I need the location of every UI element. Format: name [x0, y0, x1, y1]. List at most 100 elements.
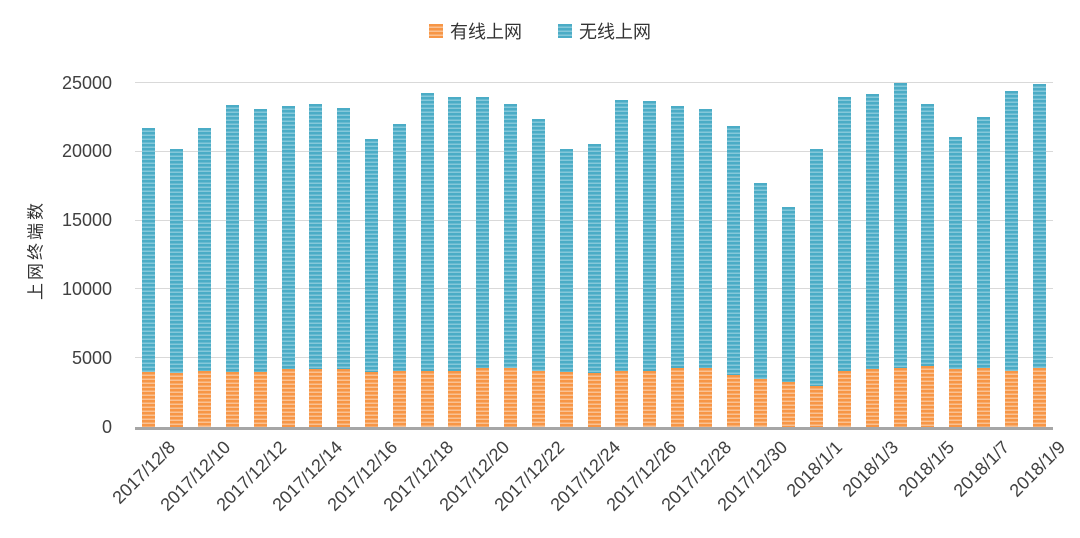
bar-2017/12/24 — [587, 83, 601, 427]
bar-segment-wireless — [281, 106, 295, 370]
bar-segment-wireless — [364, 139, 378, 372]
bar-2017/12/10 — [198, 83, 212, 427]
bar-2017/12/8 — [142, 83, 156, 427]
legend-marker-icon — [429, 24, 443, 38]
bar-segment-wired — [754, 378, 768, 427]
legend-label: 无线上网 — [579, 22, 651, 42]
bar-segment-wireless — [587, 143, 601, 374]
bar-segment-wired — [1032, 367, 1046, 427]
bar-segment-wired — [559, 371, 573, 427]
bar-segment-wired — [587, 373, 601, 427]
bar-2018/1/6 — [949, 83, 963, 427]
bar-segment-wired — [643, 370, 657, 427]
bar-segment-wired — [253, 371, 267, 427]
bar-2017/12/28 — [698, 83, 712, 427]
bar-2018/1/1 — [810, 83, 824, 427]
bar-segment-wireless — [476, 96, 490, 368]
bar-segment-wired — [281, 369, 295, 427]
y-tick-label: 10000 — [61, 278, 112, 299]
bar-2018/1/4 — [893, 83, 907, 427]
bar-2017/12/11 — [225, 83, 239, 427]
bar-segment-wireless — [337, 107, 351, 370]
legend-marker-icon — [558, 24, 572, 38]
bar-segment-wireless — [865, 94, 879, 370]
bar-2018/1/8 — [1004, 83, 1018, 427]
legend: 有线上网 无线上网 — [0, 18, 1080, 44]
bar-segment-wireless — [698, 109, 712, 368]
bar-segment-wireless — [142, 128, 156, 372]
bar-segment-wired — [364, 371, 378, 427]
bar-segment-wireless — [559, 149, 573, 372]
bar-segment-wired — [337, 369, 351, 427]
bar-2017/12/25 — [615, 83, 629, 427]
bar-2017/12/31 — [782, 83, 796, 427]
gridline — [135, 82, 1053, 83]
bar-2017/12/12 — [253, 83, 267, 427]
y-tick-label: 5000 — [71, 347, 112, 368]
x-tick-label: 2018/1/9 — [1005, 437, 1070, 501]
bar-segment-wireless — [921, 103, 935, 367]
bar-segment-wireless — [782, 206, 796, 382]
bar-segment-wireless — [949, 136, 963, 370]
x-tick-label: 2018/1/1 — [782, 437, 847, 501]
bar-segment-wireless — [754, 183, 768, 379]
bar-segment-wired — [198, 370, 212, 427]
bar-segment-wireless — [170, 149, 184, 374]
bar-segment-wireless — [448, 96, 462, 371]
bar-segment-wireless — [253, 109, 267, 372]
bar-segment-wireless — [810, 149, 824, 386]
bar-2017/12/30 — [754, 83, 768, 427]
bar-2017/12/27 — [670, 83, 684, 427]
bar-segment-wireless — [392, 124, 406, 371]
bar-segment-wireless — [198, 128, 212, 371]
bar-2017/12/19 — [448, 83, 462, 427]
legend-label: 有线上网 — [450, 22, 522, 42]
bar-2017/12/26 — [643, 83, 657, 427]
bar-segment-wired — [810, 385, 824, 427]
bar-segment-wireless — [225, 105, 239, 372]
x-tick-label: 2018/1/3 — [838, 437, 903, 501]
bar-segment-wireless — [531, 118, 545, 371]
bar-segment-wired — [921, 366, 935, 427]
bar-2017/12/15 — [337, 83, 351, 427]
plot-area — [135, 82, 1053, 430]
bar-2017/12/13 — [281, 83, 295, 427]
bar-segment-wireless — [1004, 91, 1018, 371]
bar-segment-wired — [448, 370, 462, 427]
bar-segment-wireless — [420, 92, 434, 371]
bar-segment-wireless — [1032, 84, 1046, 368]
bar-segment-wired — [893, 367, 907, 427]
bar-segment-wireless — [643, 100, 657, 371]
bar-2018/1/9 — [1032, 83, 1046, 427]
legend-item: 无线上网 — [558, 18, 651, 44]
bar-segment-wireless — [670, 106, 684, 368]
bar-2017/12/14 — [309, 83, 323, 427]
bar-segment-wired — [392, 370, 406, 427]
y-tick-label: 15000 — [61, 210, 112, 231]
bar-segment-wireless — [504, 103, 518, 368]
bar-segment-wired — [615, 370, 629, 427]
bar-2018/1/3 — [865, 83, 879, 427]
bar-2017/12/9 — [170, 83, 184, 427]
x-tick-label: 2018/1/7 — [949, 437, 1014, 501]
bar-segment-wired — [698, 367, 712, 427]
y-tick-label: 0 — [101, 416, 112, 437]
bar-segment-wired — [309, 369, 323, 427]
bar-segment-wired — [142, 371, 156, 427]
bar-2017/12/23 — [559, 83, 573, 427]
x-tick-label: 2018/1/5 — [894, 437, 958, 501]
y-tick-label: 25000 — [61, 72, 112, 93]
bar-2017/12/22 — [531, 83, 545, 427]
y-tick-label: 20000 — [61, 141, 112, 162]
bar-segment-wired — [504, 367, 518, 427]
bar-2018/1/2 — [837, 83, 851, 427]
bar-segment-wired — [837, 370, 851, 427]
bar-segment-wired — [726, 374, 740, 427]
bar-segment-wired — [170, 373, 184, 427]
bar-segment-wired — [670, 367, 684, 427]
legend-item: 有线上网 — [429, 18, 522, 44]
bar-segment-wired — [1004, 370, 1018, 427]
bar-segment-wired — [976, 367, 990, 427]
bar-2017/12/20 — [476, 83, 490, 427]
